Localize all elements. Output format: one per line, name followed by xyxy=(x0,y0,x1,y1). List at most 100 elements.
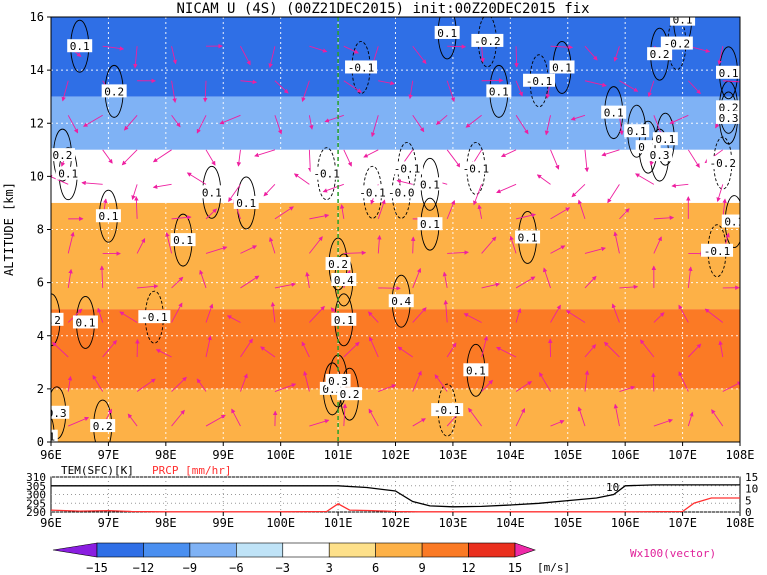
wind-vector xyxy=(577,406,586,427)
wind-vector xyxy=(571,184,586,198)
wind-vector xyxy=(378,384,397,392)
wind-vector xyxy=(550,207,571,220)
contour-label: 0.1 xyxy=(549,60,575,74)
wind-vector xyxy=(67,375,73,392)
svg-text:0.1: 0.1 xyxy=(552,61,572,74)
colorbar-label: 15 xyxy=(508,561,522,575)
svg-text:0.1: 0.1 xyxy=(489,85,509,98)
svg-text:0.2: 0.2 xyxy=(650,48,670,61)
wind-vector xyxy=(305,271,310,289)
wind-vector xyxy=(671,183,689,188)
sub-y-tick-label-right: 0 xyxy=(745,506,752,519)
contour-label: -0.1 xyxy=(431,403,464,417)
wind-vector xyxy=(542,267,551,289)
wind-vector xyxy=(515,213,536,220)
contour-label: 0.3 xyxy=(647,148,673,162)
contour-label: 0.1 xyxy=(601,105,627,120)
contour-label: -0.1 xyxy=(356,185,389,199)
colorbar-swatch xyxy=(143,542,191,558)
y-tick-label: 4 xyxy=(37,329,44,343)
svg-text:0.2: 0.2 xyxy=(104,85,124,98)
sub-y-tick-label-right: 15 xyxy=(745,471,758,484)
x-tick-label: 103E xyxy=(438,448,467,462)
contour-label: -0.1 xyxy=(390,161,423,175)
svg-text:0.1: 0.1 xyxy=(334,314,354,327)
wind-vector xyxy=(653,418,673,427)
x-tick-label: 97E xyxy=(98,448,120,462)
colorbar-swatch xyxy=(96,542,144,558)
wind-vector xyxy=(308,115,314,130)
wind-vector xyxy=(619,284,639,290)
wind-vector xyxy=(152,183,172,189)
wind-vector xyxy=(515,276,536,289)
wind-vector xyxy=(343,149,352,167)
wind-vector xyxy=(515,80,523,97)
sub-x-axis: 96E 97E 98E 99E 100E 101E 102E 103E 104E 105E 106E… xyxy=(40,512,754,530)
wind-vector xyxy=(412,115,425,133)
wind-vector xyxy=(171,46,178,65)
colorbar-swatch xyxy=(236,542,284,558)
contour-label: -0.2 xyxy=(660,36,693,51)
x-tick-label: 100E xyxy=(266,448,295,462)
precip-legend: PRCP [mm/hr] xyxy=(152,464,231,477)
wind-vector xyxy=(301,341,310,358)
wind-vector xyxy=(570,114,586,121)
wind-vector xyxy=(231,408,241,427)
wind-vector xyxy=(619,208,630,220)
wind-vector xyxy=(515,381,533,392)
main-plot: 0.10.20.20.10.10.10.10.10.2 0.1 -0.10.30.2… xyxy=(50,16,744,443)
wind-vector xyxy=(651,372,656,392)
colorbar-label: −9 xyxy=(183,561,197,575)
wind-vector xyxy=(205,303,214,323)
x-tick-label: 108E xyxy=(726,448,755,462)
wind-vector xyxy=(653,236,662,254)
wind-vector xyxy=(468,407,482,427)
wind-vector xyxy=(717,46,724,66)
sub-y-tick-label-right: 10 xyxy=(745,483,758,496)
contour-label: 0.1 xyxy=(670,17,696,27)
y-tick-label: 14 xyxy=(30,63,44,77)
svg-text:0.1: 0.1 xyxy=(724,216,744,229)
y-tick-label: 6 xyxy=(37,276,44,290)
wind-vector xyxy=(309,213,330,220)
colorbar-label: −15 xyxy=(86,561,108,575)
wind-vector xyxy=(601,149,620,157)
wind-vector xyxy=(67,268,73,289)
sub-x-tick-label: 103E xyxy=(438,516,467,530)
wind-vector xyxy=(274,80,289,94)
svg-text:0.1: 0.1 xyxy=(70,40,90,53)
x-tick-label: 98E xyxy=(155,448,177,462)
wind-vector xyxy=(127,413,138,427)
wind-vector xyxy=(342,403,348,427)
wind-vector xyxy=(481,236,497,254)
wind-vector xyxy=(509,235,517,254)
wind-vector xyxy=(186,172,207,185)
wind-vector xyxy=(155,349,172,358)
wind-vector xyxy=(412,307,427,323)
wind-vector xyxy=(550,44,574,50)
wind-vector xyxy=(408,80,414,100)
wind-vector xyxy=(613,231,620,254)
contour-label: 0.2 xyxy=(647,47,673,61)
wind-vector xyxy=(603,341,620,358)
x-tick-label: 99E xyxy=(212,448,234,462)
svg-text:-0.0: -0.0 xyxy=(388,186,415,199)
temperature-legend: TEM(SFC)[K] xyxy=(61,464,134,477)
wind-vector xyxy=(301,80,310,103)
wind-vector xyxy=(481,335,489,358)
colorbar-label: −12 xyxy=(133,561,155,575)
contour-label: 0.2 xyxy=(325,257,351,271)
colorbar-swatch xyxy=(468,542,516,558)
wind-vector xyxy=(171,409,185,427)
x-tick-label: 101E xyxy=(324,448,353,462)
colorbar-label: 12 xyxy=(461,561,475,575)
sub-y-tick-label-left: 290 xyxy=(26,506,46,519)
wind-vector xyxy=(443,299,449,323)
contour-label: 0.3 xyxy=(716,110,740,125)
wind-vector xyxy=(619,80,639,92)
wind-vector xyxy=(687,266,693,288)
wind-vector xyxy=(716,184,724,202)
svg-text:0.2: 0.2 xyxy=(328,258,348,271)
contour-label: 0.1 xyxy=(95,209,121,223)
